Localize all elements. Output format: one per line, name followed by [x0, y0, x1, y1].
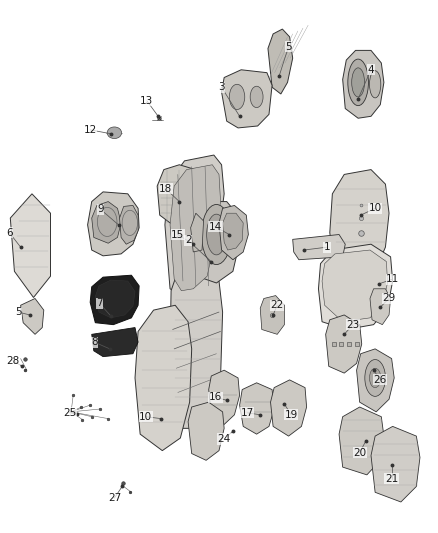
Ellipse shape: [107, 127, 122, 139]
Text: 13: 13: [140, 96, 153, 106]
Polygon shape: [21, 298, 44, 334]
Polygon shape: [330, 169, 389, 281]
Text: 18: 18: [159, 184, 173, 194]
Text: 26: 26: [374, 375, 387, 385]
Polygon shape: [165, 155, 224, 296]
Polygon shape: [240, 383, 274, 434]
Polygon shape: [268, 29, 293, 94]
Polygon shape: [92, 328, 138, 357]
Polygon shape: [371, 426, 420, 502]
Text: 10: 10: [139, 411, 152, 422]
Ellipse shape: [348, 59, 368, 106]
Text: 4: 4: [367, 65, 374, 75]
Ellipse shape: [370, 71, 381, 98]
Text: 12: 12: [84, 125, 97, 135]
Polygon shape: [157, 165, 212, 229]
Text: 2: 2: [185, 236, 191, 245]
Polygon shape: [188, 402, 224, 461]
Polygon shape: [260, 296, 284, 334]
Text: 5: 5: [285, 42, 292, 52]
Text: 28: 28: [6, 356, 20, 366]
Text: 20: 20: [353, 448, 366, 457]
Polygon shape: [208, 370, 240, 424]
Text: 6: 6: [6, 228, 13, 238]
Text: 25: 25: [63, 408, 76, 418]
Polygon shape: [170, 165, 221, 290]
Ellipse shape: [365, 360, 385, 397]
Ellipse shape: [370, 368, 381, 387]
Polygon shape: [11, 194, 50, 297]
Text: 27: 27: [108, 493, 121, 503]
Text: 1: 1: [324, 242, 331, 252]
Ellipse shape: [230, 84, 245, 109]
Ellipse shape: [352, 68, 364, 97]
Text: 9: 9: [97, 204, 104, 214]
Polygon shape: [219, 205, 248, 260]
Polygon shape: [92, 201, 121, 243]
Polygon shape: [357, 349, 394, 412]
Polygon shape: [191, 213, 204, 252]
Text: 22: 22: [271, 300, 284, 310]
Polygon shape: [95, 280, 135, 318]
Ellipse shape: [250, 86, 263, 108]
Polygon shape: [326, 315, 362, 373]
Polygon shape: [88, 192, 139, 256]
Polygon shape: [370, 289, 391, 325]
Polygon shape: [339, 407, 384, 475]
Polygon shape: [222, 70, 272, 128]
Polygon shape: [343, 51, 384, 118]
Text: 21: 21: [385, 474, 398, 484]
Polygon shape: [135, 305, 192, 450]
Text: 14: 14: [209, 222, 222, 232]
Polygon shape: [191, 201, 240, 283]
Text: 29: 29: [382, 294, 396, 303]
Polygon shape: [120, 205, 138, 244]
Text: 11: 11: [386, 274, 399, 284]
Text: 7: 7: [96, 298, 103, 308]
Polygon shape: [322, 250, 388, 322]
Text: 3: 3: [218, 82, 225, 92]
Polygon shape: [318, 244, 392, 329]
Text: 23: 23: [346, 320, 360, 329]
Text: 19: 19: [285, 410, 298, 420]
Text: 15: 15: [171, 230, 184, 239]
Text: 24: 24: [218, 434, 231, 444]
Polygon shape: [223, 213, 243, 250]
Polygon shape: [90, 275, 139, 325]
Text: 10: 10: [368, 204, 381, 213]
Ellipse shape: [201, 205, 231, 264]
Text: 5: 5: [15, 307, 21, 317]
Text: 16: 16: [209, 392, 222, 402]
Polygon shape: [271, 380, 307, 436]
Ellipse shape: [207, 214, 226, 255]
Text: 17: 17: [241, 408, 254, 418]
Polygon shape: [293, 235, 345, 260]
Polygon shape: [170, 262, 223, 429]
Text: 8: 8: [91, 337, 98, 347]
